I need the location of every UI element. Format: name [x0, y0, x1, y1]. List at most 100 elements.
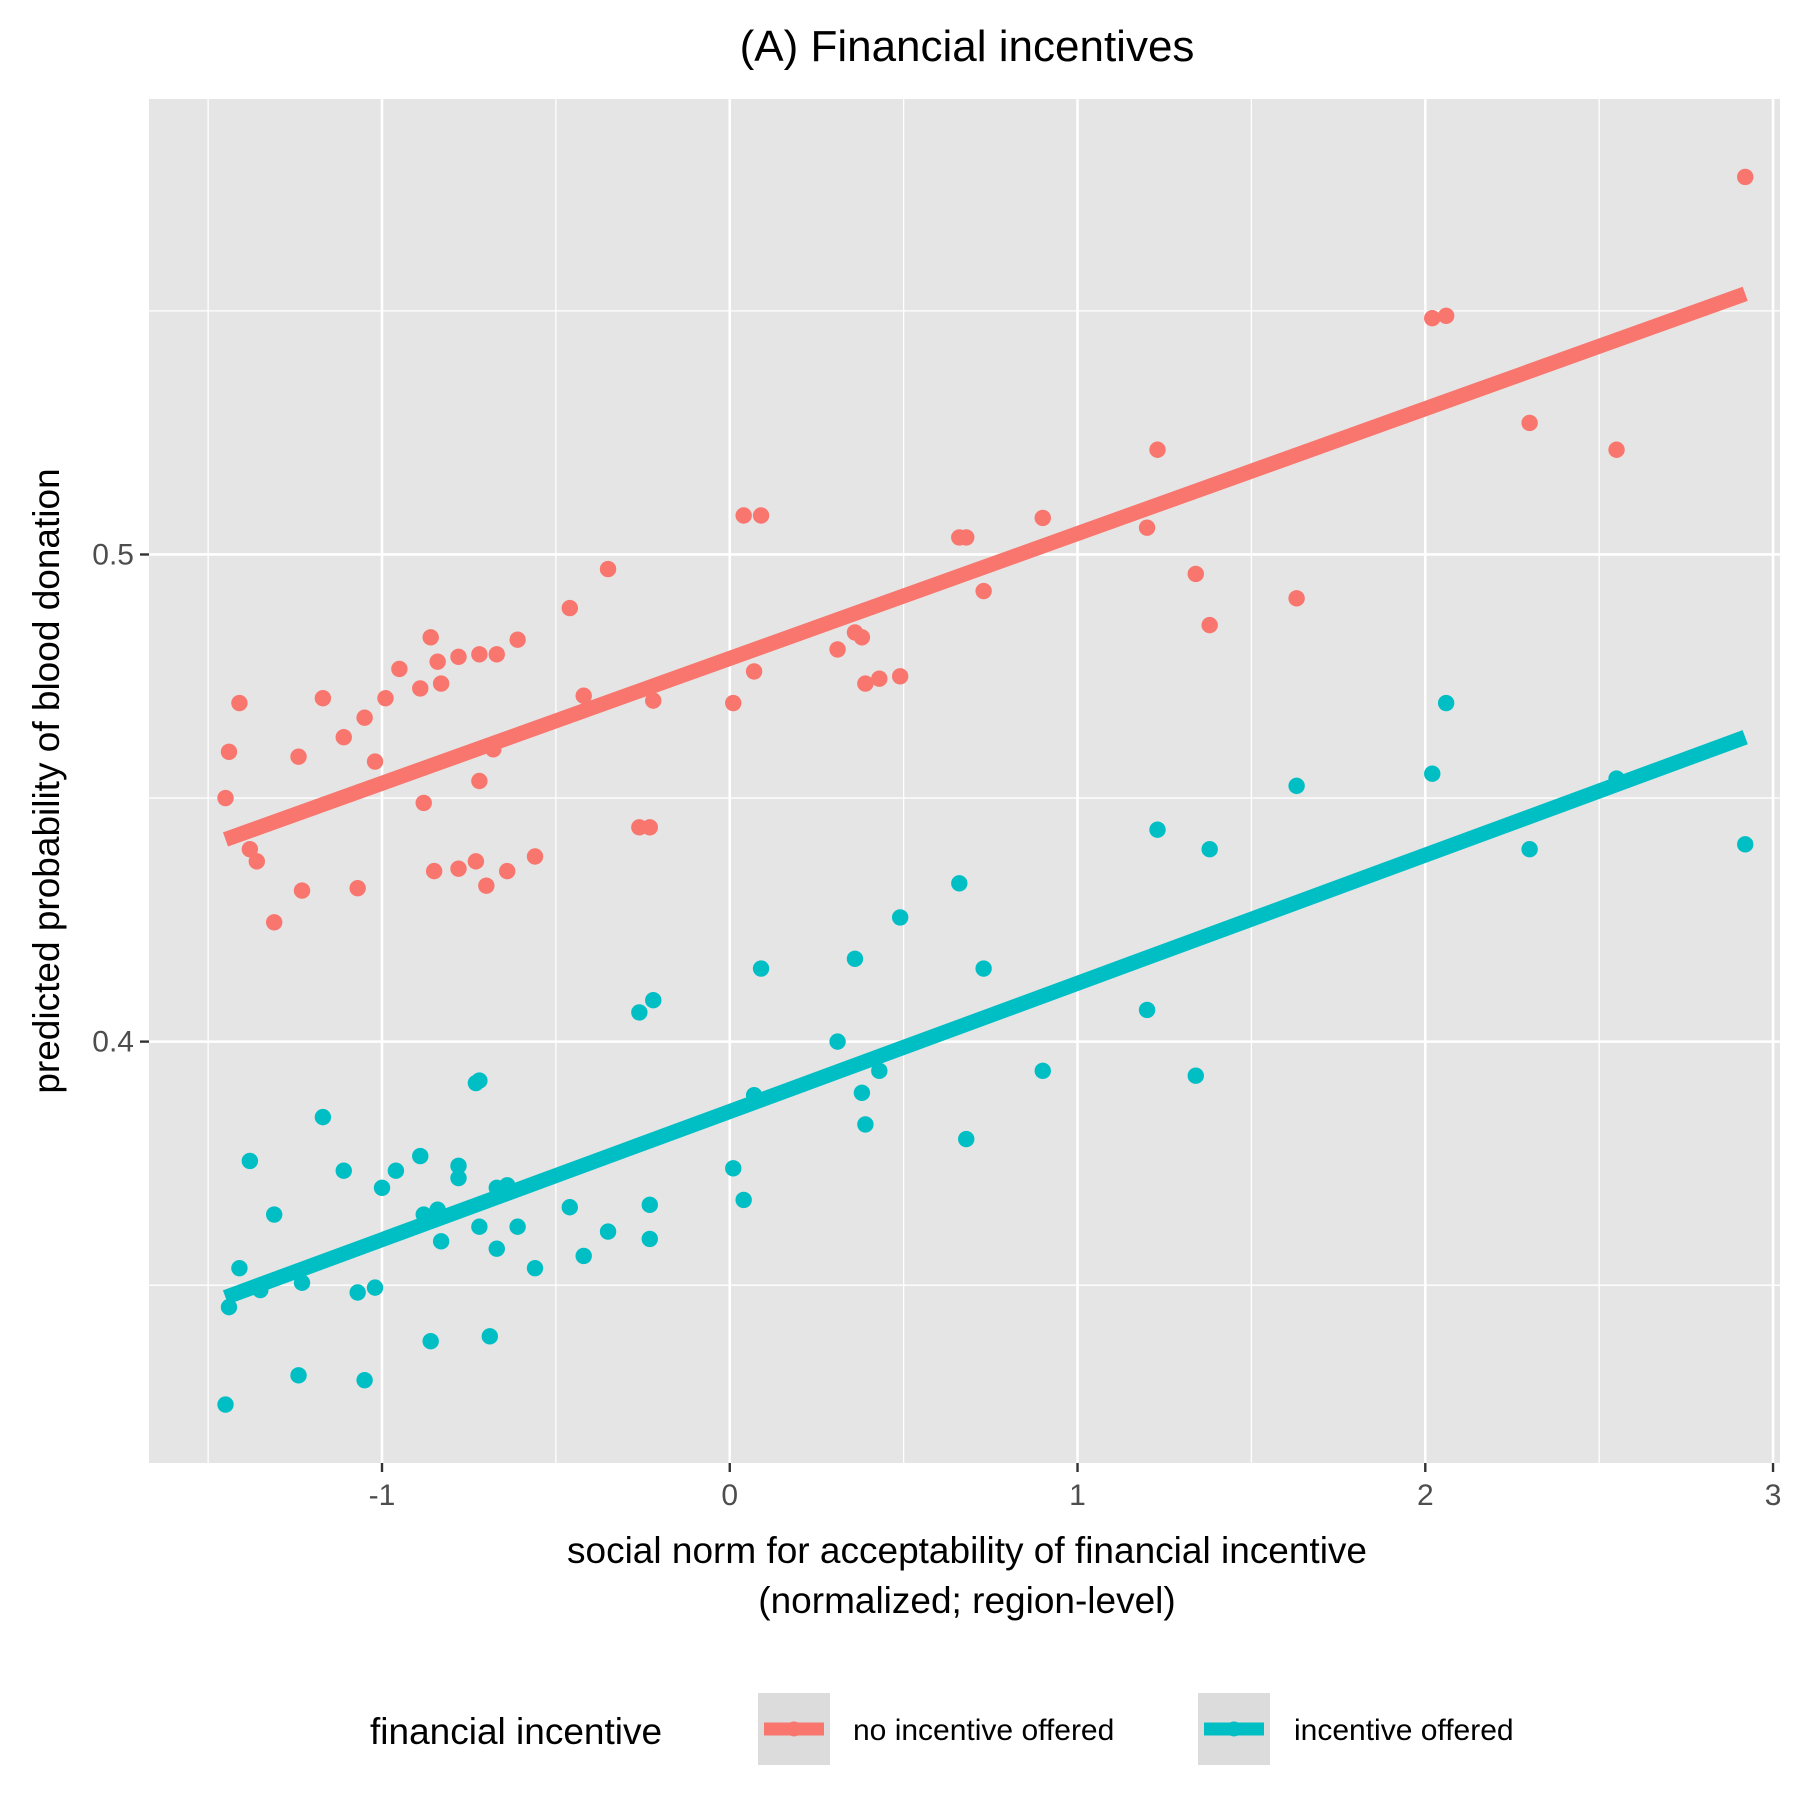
point-incentive	[498, 1177, 516, 1194]
point-incentive	[1437, 694, 1455, 712]
point-no-incentive	[412, 680, 429, 697]
point-incentive	[1608, 770, 1625, 787]
point-incentive	[293, 1274, 311, 1291]
point-no-incentive	[450, 860, 467, 877]
legend-dot-no-incentive	[786, 1721, 802, 1737]
point-incentive	[220, 1298, 238, 1316]
point-no-incentive	[645, 692, 662, 709]
point-incentive	[373, 1179, 391, 1196]
point-no-incentive	[857, 675, 874, 692]
point-incentive	[951, 875, 968, 892]
point-incentive	[366, 1279, 384, 1296]
point-incentive	[450, 1169, 467, 1187]
point-incentive	[846, 950, 864, 968]
x-tick-label: 2	[1417, 1479, 1434, 1512]
point-incentive	[481, 1328, 499, 1345]
point-incentive	[412, 1147, 429, 1165]
x-tick-label: 0	[721, 1479, 738, 1512]
point-no-incentive	[248, 853, 266, 870]
point-incentive	[1201, 841, 1218, 858]
point-no-incentive	[1034, 509, 1051, 527]
point-no-incentive	[231, 694, 248, 712]
x-tick-label: -1	[369, 1479, 396, 1512]
point-incentive	[745, 1087, 763, 1104]
point-no-incentive	[429, 653, 446, 670]
fit-lines	[222, 286, 1748, 1305]
point-no-incentive	[471, 772, 488, 790]
point-incentive	[415, 1206, 432, 1223]
point-no-incentive	[1201, 616, 1218, 634]
legend: financial incentive no incentive offered…	[370, 1693, 1514, 1765]
x-tick-label: 1	[1069, 1479, 1086, 1512]
point-incentive	[735, 1191, 752, 1209]
point-incentive	[641, 1230, 658, 1248]
legend-dot-incentive	[1226, 1721, 1242, 1737]
point-no-incentive	[1138, 519, 1156, 536]
point-no-incentive	[829, 641, 846, 658]
point-incentive	[356, 1371, 373, 1389]
point-no-incentive	[745, 663, 763, 680]
point-incentive	[241, 1152, 259, 1170]
point-incentive	[829, 1033, 846, 1050]
x-axis-title-line-1: social norm for acceptability of financi…	[567, 1530, 1367, 1571]
point-incentive	[891, 909, 909, 926]
point-incentive	[725, 1160, 742, 1177]
point-incentive	[561, 1199, 578, 1216]
point-no-incentive	[471, 646, 488, 663]
point-incentive	[349, 1284, 366, 1301]
point-incentive	[471, 1072, 488, 1089]
point-no-incentive	[891, 668, 909, 685]
y-axis-ticks: 0.4 0.5	[92, 538, 149, 1059]
x-axis-title-line-2: (normalized; region-level)	[758, 1580, 1175, 1621]
point-incentive	[1737, 836, 1754, 853]
major-gridlines	[149, 99, 1780, 1463]
point-no-incentive	[509, 631, 526, 648]
point-incentive	[752, 960, 770, 977]
point-no-incentive	[488, 646, 505, 663]
point-incentive	[252, 1281, 269, 1299]
point-no-incentive	[752, 507, 770, 524]
point-no-incentive	[366, 753, 384, 770]
legend-label-incentive: incentive offered	[1294, 1714, 1514, 1747]
point-incentive	[871, 1062, 888, 1080]
point-no-incentive	[356, 709, 373, 726]
point-no-incentive	[1149, 441, 1166, 458]
point-no-incentive	[871, 670, 888, 687]
point-incentive	[335, 1162, 352, 1179]
legend-title: financial incentive	[370, 1711, 662, 1752]
point-no-incentive	[975, 582, 992, 600]
point-no-incentive	[422, 629, 439, 646]
point-no-incentive	[265, 914, 283, 931]
minor-gridlines	[149, 99, 1780, 1463]
point-no-incentive	[498, 862, 516, 880]
point-no-incentive	[1521, 414, 1538, 432]
point-incentive	[641, 1196, 658, 1214]
point-no-incentive	[241, 841, 259, 858]
point-no-incentive	[478, 877, 495, 894]
point-no-incentive	[290, 748, 307, 765]
point-no-incentive	[575, 687, 592, 704]
data-points	[217, 168, 1754, 1413]
point-incentive	[471, 1218, 488, 1235]
point-incentive	[387, 1162, 405, 1179]
point-no-incentive	[485, 741, 502, 758]
point-incentive	[975, 960, 992, 977]
point-no-incentive	[1608, 441, 1625, 458]
point-no-incentive	[1737, 168, 1754, 186]
point-incentive	[488, 1240, 505, 1257]
point-incentive	[265, 1206, 283, 1223]
point-no-incentive	[217, 789, 234, 807]
y-axis-title: predicted probability of blood donation	[26, 468, 67, 1093]
point-incentive	[1138, 1001, 1156, 1019]
point-incentive	[599, 1223, 617, 1240]
point-no-incentive	[293, 882, 311, 899]
point-no-incentive	[314, 689, 332, 707]
point-incentive	[575, 1247, 592, 1265]
point-no-incentive	[425, 862, 443, 880]
point-no-incentive	[599, 560, 617, 578]
point-incentive	[429, 1201, 446, 1218]
point-no-incentive	[1424, 310, 1441, 327]
point-no-incentive	[735, 507, 752, 524]
point-incentive	[526, 1259, 544, 1277]
